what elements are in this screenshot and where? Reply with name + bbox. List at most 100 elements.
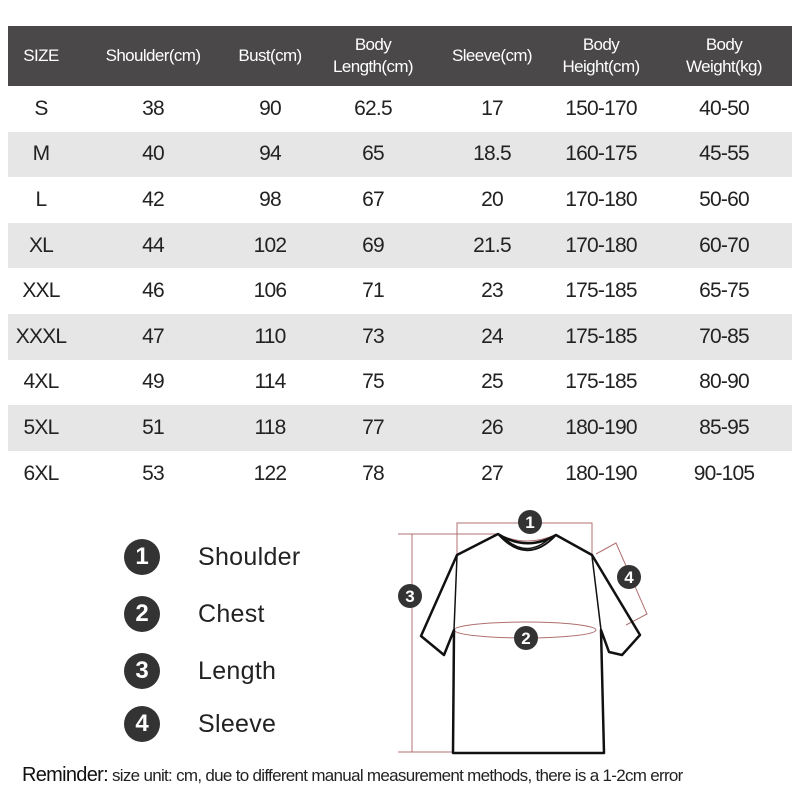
table-cell: 106: [253, 279, 287, 303]
column-header: Body Height(cm): [546, 34, 656, 78]
table-row: M 40 94 65 18.5 160-175 45-55: [8, 131, 792, 178]
table-cell: 40-50: [699, 96, 750, 120]
table-row: 6XL 53 122 78 27 180-190 90-105: [8, 451, 792, 497]
table-cell: 69: [362, 233, 385, 257]
table-cell: 175-185: [565, 370, 637, 394]
table-row: XL 44 102 69 21.5 170-180 60-70: [8, 222, 792, 269]
table-cell: 17: [481, 96, 504, 120]
diagram-marker-4: 4: [617, 565, 641, 589]
column-header-text: Body: [354, 35, 392, 54]
legend-item: 2 Chest: [124, 596, 364, 632]
table-cell: 110: [254, 324, 286, 348]
size-chart-table: SIZE Shoulder(cm) Bust(cm) Body Length(cm) Sl…: [8, 26, 792, 496]
table-cell: 73: [362, 324, 385, 348]
reminder-note: Reminder: size unit: cm, due to differen…: [22, 764, 683, 787]
table-cell: 24: [481, 324, 504, 348]
table-row: 5XL 51 118 77 26 180-190 85-95: [8, 405, 792, 451]
column-header-text: Weight(kg): [686, 57, 762, 76]
diagram-marker-text: 4: [624, 568, 634, 587]
table-row: XXXL 47 110 73 24 175-185 70-85: [8, 313, 792, 360]
table-cell: 98: [259, 187, 282, 211]
table-cell: 27: [481, 461, 504, 485]
table-cell: 94: [259, 142, 282, 166]
column-header-text: Body: [582, 35, 620, 54]
legend-label: Shoulder: [198, 542, 301, 571]
legend-item: 1 Shoulder: [124, 539, 364, 575]
column-header: SIZE: [8, 45, 74, 67]
table-cell: 180-190: [565, 461, 637, 485]
table-cell: 44: [142, 233, 165, 257]
column-header-text: SIZE: [23, 46, 59, 65]
table-cell: 114: [254, 370, 286, 394]
table-cell: 26: [481, 415, 504, 439]
table-cell: 21.5: [473, 233, 511, 257]
table-cell: XL: [28, 233, 54, 257]
tshirt-outline: [419, 532, 642, 755]
table-cell: 60-70: [699, 233, 750, 257]
table-cell: 25: [481, 370, 504, 394]
table-cell: 53: [142, 461, 165, 485]
legend-label: Sleeve: [198, 709, 277, 738]
diagram-marker-text: 1: [525, 513, 534, 532]
column-header: Bust(cm): [232, 45, 308, 67]
table-header: SIZE Shoulder(cm) Bust(cm) Body Length(cm) Sl…: [8, 26, 792, 86]
legend-item: 3 Length: [124, 653, 364, 689]
table-cell: 46: [142, 279, 165, 303]
table-row: XXL 46 106 71 23 175-185 65-75: [8, 268, 792, 314]
table-cell: 62.5: [354, 96, 392, 120]
table-cell: 4XL: [23, 370, 60, 394]
table-cell: 67: [362, 187, 385, 211]
table-cell: 102: [253, 233, 287, 257]
table-cell: M: [32, 142, 51, 166]
column-header: Body Weight(kg): [656, 34, 792, 78]
table-cell: 118: [254, 415, 286, 439]
diagram-marker-2: 2: [514, 626, 538, 650]
diagram-marker-text: 2: [521, 629, 530, 648]
table-cell: 20: [481, 187, 504, 211]
table-cell: 90-105: [693, 461, 755, 485]
table-cell: 175-185: [565, 324, 637, 348]
table-cell: 122: [253, 461, 287, 485]
column-header-text: Bust(cm): [238, 46, 302, 65]
table-cell: 80-90: [699, 370, 750, 394]
reminder-text: size unit: cm, due to different manual m…: [107, 766, 683, 785]
table-cell: 6XL: [23, 461, 60, 485]
table-cell: 175-185: [565, 279, 637, 303]
column-header-text: Body: [705, 35, 743, 54]
table-cell: 160-175: [565, 142, 637, 166]
number-badge-icon: 3: [124, 653, 160, 689]
table-row: S 38 90 62.5 17 150-170 40-50: [8, 86, 792, 132]
table-cell: 49: [142, 370, 165, 394]
table-cell: XXL: [22, 279, 60, 303]
table-cell: L: [35, 187, 48, 211]
column-header: Sleeve(cm): [438, 45, 546, 67]
table-cell: 77: [362, 415, 385, 439]
number-badge-icon: 4: [124, 706, 160, 742]
table-cell: 71: [362, 279, 385, 303]
column-header: Body Length(cm): [308, 34, 438, 78]
table-row: L 42 98 67 20 170-180 50-60: [8, 177, 792, 223]
table-cell: 170-180: [565, 187, 637, 211]
table-cell: 78: [362, 461, 385, 485]
table-cell: 65-75: [699, 279, 750, 303]
legend-label: Length: [198, 656, 277, 685]
table-cell: 65: [362, 142, 385, 166]
table-cell: 75: [362, 370, 385, 394]
column-header-text: Shoulder(cm): [105, 46, 201, 65]
table-cell: 150-170: [565, 96, 637, 120]
table-cell: 170-180: [565, 233, 637, 257]
table-cell: 42: [142, 187, 165, 211]
table-cell: XXXL: [15, 324, 67, 348]
table-cell: 40: [142, 142, 165, 166]
table-cell: 50-60: [699, 187, 750, 211]
table-cell: 45-55: [699, 142, 750, 166]
table-cell: 5XL: [23, 415, 60, 439]
column-header-text: Sleeve(cm): [452, 46, 533, 65]
table-cell: 47: [142, 324, 165, 348]
legend-label: Chest: [198, 599, 265, 628]
diagram-marker-1: 1: [518, 510, 542, 534]
diagram-marker-text: 3: [405, 587, 414, 606]
table-cell: 38: [142, 96, 165, 120]
diagram-marker-3: 3: [398, 584, 422, 608]
